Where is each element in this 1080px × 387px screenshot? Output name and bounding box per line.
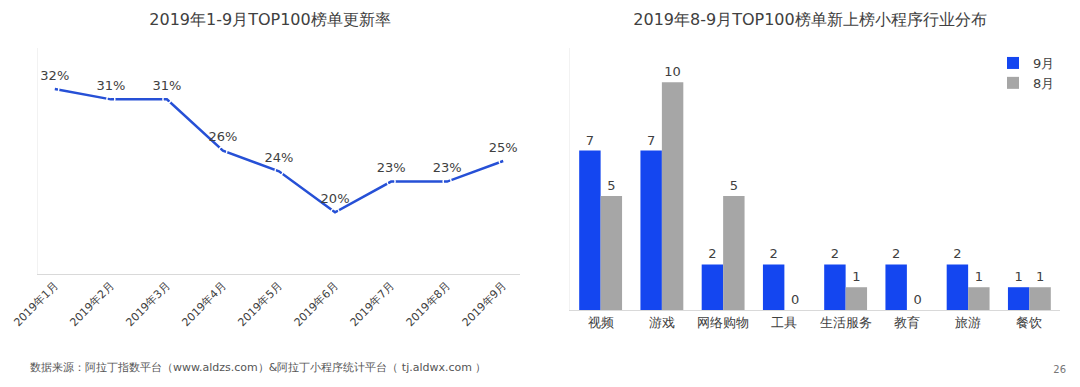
- svg-text:2019年7月: 2019年7月: [348, 280, 397, 329]
- svg-text:32%: 32%: [40, 68, 69, 83]
- svg-text:工具: 工具: [771, 315, 797, 330]
- svg-text:5: 5: [730, 178, 738, 193]
- svg-text:0: 0: [913, 292, 921, 307]
- svg-text:教育: 教育: [894, 315, 920, 330]
- svg-text:25%: 25%: [489, 140, 518, 155]
- svg-text:7: 7: [586, 133, 594, 148]
- svg-text:2019年3月: 2019年3月: [123, 280, 172, 329]
- svg-text:2019年1-9月TOP100榜单更新率: 2019年1-9月TOP100榜单更新率: [149, 10, 390, 29]
- svg-text:2019年6月: 2019年6月: [292, 280, 341, 329]
- svg-text:1: 1: [975, 269, 983, 284]
- svg-text:2: 2: [892, 246, 900, 261]
- svg-text:2019年9月: 2019年9月: [460, 280, 509, 329]
- svg-text:10: 10: [664, 64, 681, 79]
- svg-text:5: 5: [607, 178, 615, 193]
- html-text:26: 26: [1053, 364, 1066, 375]
- svg-text:旅游: 旅游: [955, 315, 981, 330]
- svg-text:2019年1月: 2019年1月: [11, 280, 60, 329]
- svg-text:1: 1: [1015, 269, 1023, 284]
- svg-text:餐饮: 餐饮: [1016, 315, 1042, 330]
- svg-text:7: 7: [647, 133, 655, 148]
- svg-text:2: 2: [831, 246, 839, 261]
- svg-text:网络购物: 网络购物: [697, 315, 749, 330]
- svg-text:游戏: 游戏: [649, 315, 675, 330]
- svg-text:2: 2: [708, 246, 716, 261]
- svg-text:2019年8-9月TOP100榜单新上榜小程序行业分布: 2019年8-9月TOP100榜单新上榜小程序行业分布: [633, 10, 986, 29]
- svg-text:20%: 20%: [321, 191, 350, 206]
- svg-text:9月: 9月: [1033, 56, 1054, 71]
- svg-text:23%: 23%: [377, 160, 406, 175]
- svg-text:1: 1: [852, 269, 860, 284]
- svg-text:31%: 31%: [96, 78, 125, 93]
- svg-text:2019年4月: 2019年4月: [179, 280, 228, 329]
- svg-text:31%: 31%: [152, 78, 181, 93]
- svg-text:23%: 23%: [433, 160, 462, 175]
- svg-text:视频: 视频: [588, 315, 614, 330]
- svg-text:8月: 8月: [1033, 76, 1054, 91]
- svg-text:2019年8月: 2019年8月: [404, 280, 453, 329]
- svg-text:24%: 24%: [265, 150, 294, 165]
- svg-text:2019年5月: 2019年5月: [236, 280, 285, 329]
- svg-text:2019年2月: 2019年2月: [67, 280, 116, 329]
- svg-text:2: 2: [770, 246, 778, 261]
- html-text:数据来源：阿拉丁指数平台（www.aldzs.com）&阿拉: 数据来源：阿拉丁指数平台（www.aldzs.com）&阿拉丁小程序统计平台（ …: [30, 361, 487, 374]
- svg-text:26%: 26%: [208, 129, 237, 144]
- svg-text:2: 2: [953, 246, 961, 261]
- svg-text:1: 1: [1036, 269, 1044, 284]
- svg-text:0: 0: [791, 292, 799, 307]
- svg-text:生活服务: 生活服务: [820, 315, 872, 330]
